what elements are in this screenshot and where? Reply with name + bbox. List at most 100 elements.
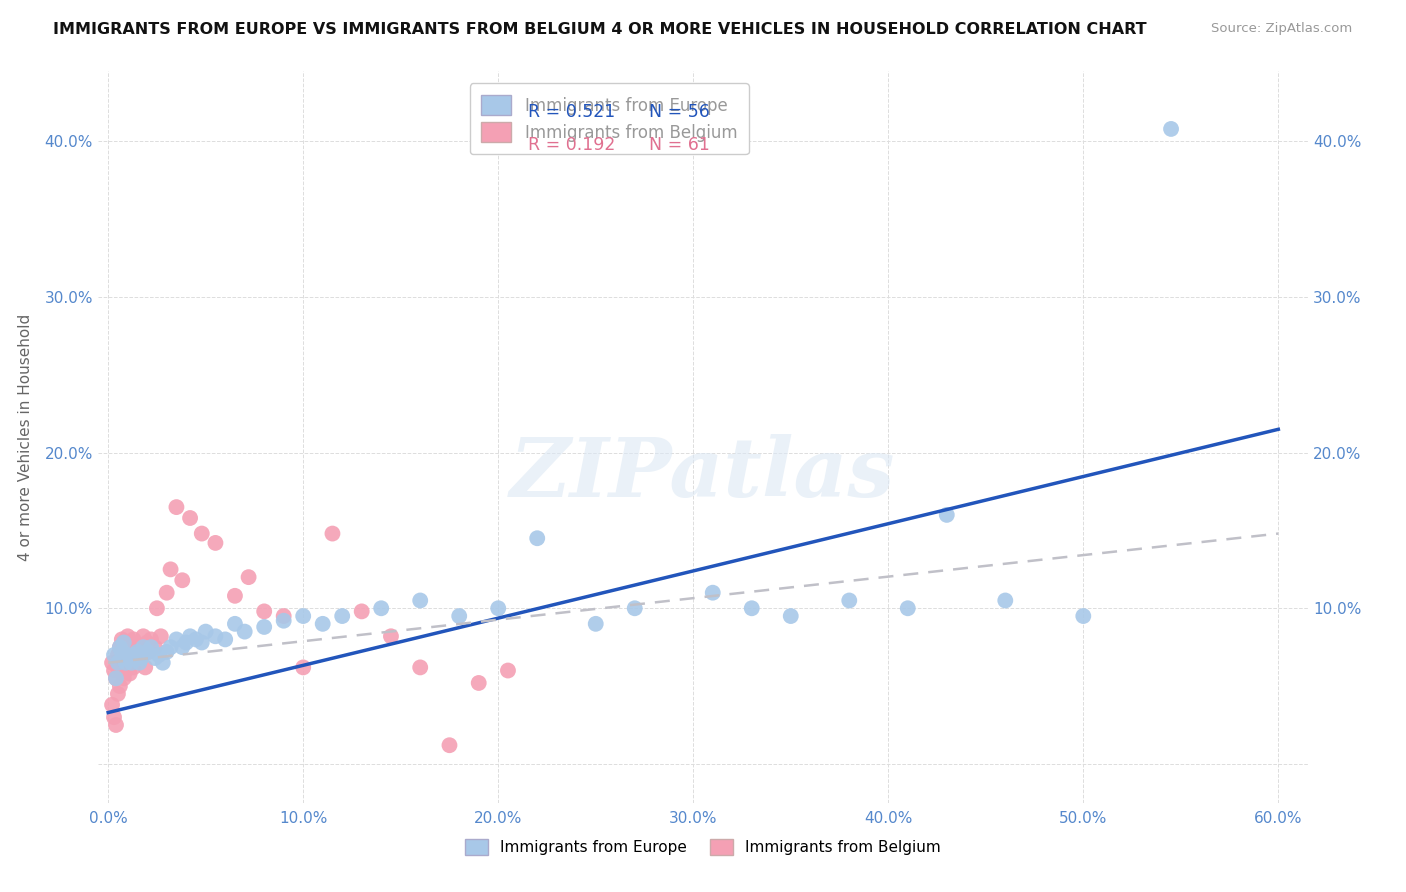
Point <box>118 640 141 655</box>
Point <box>149 629 172 643</box>
Point <box>103 664 125 678</box>
Point <box>165 632 187 647</box>
Point <box>136 635 159 649</box>
Point <box>131 651 153 665</box>
Point <box>112 635 135 649</box>
Point <box>101 698 124 712</box>
Text: N = 61: N = 61 <box>648 136 710 153</box>
Text: R = 0.521: R = 0.521 <box>527 103 614 120</box>
Point <box>122 648 145 662</box>
Point <box>184 632 207 647</box>
Point <box>165 500 187 515</box>
Point <box>585 616 607 631</box>
Point <box>623 601 645 615</box>
Point <box>994 593 1017 607</box>
Point <box>146 601 169 615</box>
Point <box>124 651 146 665</box>
Point <box>108 640 131 655</box>
Point <box>104 671 127 685</box>
Point <box>409 660 432 674</box>
Point <box>143 651 166 665</box>
Point <box>214 632 236 647</box>
Point <box>486 601 509 615</box>
Point <box>702 585 724 599</box>
Point <box>114 656 136 670</box>
Point <box>779 609 801 624</box>
Point <box>238 570 260 584</box>
Point <box>139 640 162 655</box>
Point <box>496 664 519 678</box>
Point <box>127 645 149 659</box>
Text: Source: ZipAtlas.com: Source: ZipAtlas.com <box>1212 22 1353 36</box>
Point <box>112 635 135 649</box>
Point <box>172 574 194 588</box>
Point <box>117 629 139 643</box>
Point <box>156 585 179 599</box>
Point <box>118 666 141 681</box>
Point <box>138 645 160 659</box>
Point <box>191 526 214 541</box>
Point <box>1160 122 1182 136</box>
Point <box>350 604 373 618</box>
Point <box>224 616 246 631</box>
Point <box>224 589 246 603</box>
Point <box>103 648 125 662</box>
Point <box>121 656 143 670</box>
Point <box>118 651 141 665</box>
Point <box>148 648 170 662</box>
Point <box>128 640 150 655</box>
Point <box>134 660 156 674</box>
Point <box>108 656 131 670</box>
Point <box>204 629 226 643</box>
Point <box>132 629 155 643</box>
Point <box>159 562 181 576</box>
Point <box>111 664 134 678</box>
Point <box>321 526 343 541</box>
Point <box>152 656 174 670</box>
Point <box>101 656 124 670</box>
Point <box>292 609 315 624</box>
Point <box>143 640 166 655</box>
Point <box>253 620 276 634</box>
Point <box>122 632 145 647</box>
Point <box>838 593 860 607</box>
Point <box>174 635 197 649</box>
Point <box>380 629 402 643</box>
Point <box>122 660 145 674</box>
Point <box>132 640 155 655</box>
Point <box>124 640 146 655</box>
Text: IMMIGRANTS FROM EUROPE VS IMMIGRANTS FROM BELGIUM 4 OR MORE VEHICLES IN HOUSEHOL: IMMIGRANTS FROM EUROPE VS IMMIGRANTS FRO… <box>53 22 1147 37</box>
Point <box>191 635 214 649</box>
Point <box>330 609 353 624</box>
Point <box>112 671 135 685</box>
Point <box>111 632 134 647</box>
Point <box>273 609 295 624</box>
Point <box>897 601 920 615</box>
Point <box>467 676 489 690</box>
Point <box>526 531 548 545</box>
Point <box>117 651 139 665</box>
Point <box>103 710 125 724</box>
Point <box>121 635 143 649</box>
Point <box>156 645 179 659</box>
Point <box>107 656 129 670</box>
Point <box>273 614 295 628</box>
Point <box>409 593 432 607</box>
Point <box>107 687 129 701</box>
Point <box>136 645 159 659</box>
Point <box>253 604 276 618</box>
Point <box>179 511 201 525</box>
Point <box>108 679 131 693</box>
Point <box>439 738 461 752</box>
Point <box>204 536 226 550</box>
Text: ZIPatlas: ZIPatlas <box>510 434 896 514</box>
Point <box>128 656 150 670</box>
Point <box>312 616 335 631</box>
Point <box>108 640 131 655</box>
Point <box>179 629 201 643</box>
Point <box>104 718 127 732</box>
Point <box>172 640 194 655</box>
Point <box>935 508 957 522</box>
Point <box>111 651 134 665</box>
Point <box>370 601 392 615</box>
